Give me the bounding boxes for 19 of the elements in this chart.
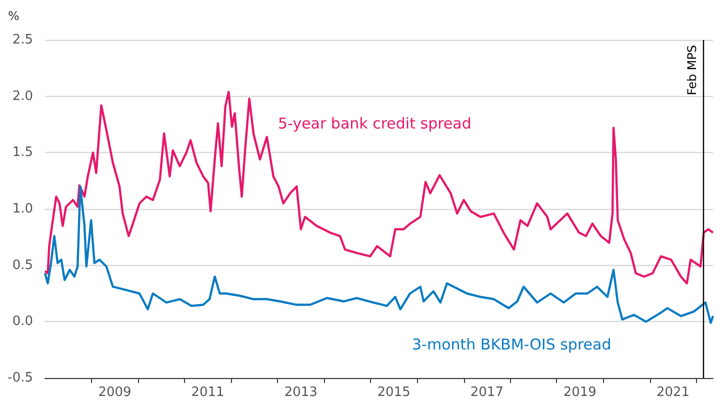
y-tick-label: 0.5 bbox=[12, 258, 33, 273]
x-tick-label: 2021 bbox=[656, 385, 690, 400]
x-tick-label: 2019 bbox=[563, 385, 596, 400]
y-tick-label: 1.0 bbox=[12, 202, 33, 216]
x-tick-label: 2009 bbox=[98, 385, 132, 400]
y-tick-label: -0.5 bbox=[8, 370, 33, 386]
y-tick-label: 2.5 bbox=[12, 32, 33, 48]
x-tick-label: 2011 bbox=[191, 385, 224, 400]
y-tick-label: 2.0 bbox=[12, 88, 33, 104]
x-tick-label: 2015 bbox=[377, 385, 410, 400]
line-series bbox=[44, 185, 714, 324]
series-label: 3-month BKBM-OIS spread bbox=[412, 336, 612, 354]
y-tick-label: 0.0 bbox=[12, 314, 33, 330]
y-axis-title: % bbox=[8, 9, 20, 23]
y-tick-label: 1.5 bbox=[12, 145, 33, 160]
ref-line-label: Feb MPS bbox=[685, 45, 700, 96]
x-tick-label: 2013 bbox=[284, 385, 318, 400]
series-label: 5-year bank credit spread bbox=[278, 114, 472, 132]
x-tick-label: 2017 bbox=[470, 385, 504, 400]
